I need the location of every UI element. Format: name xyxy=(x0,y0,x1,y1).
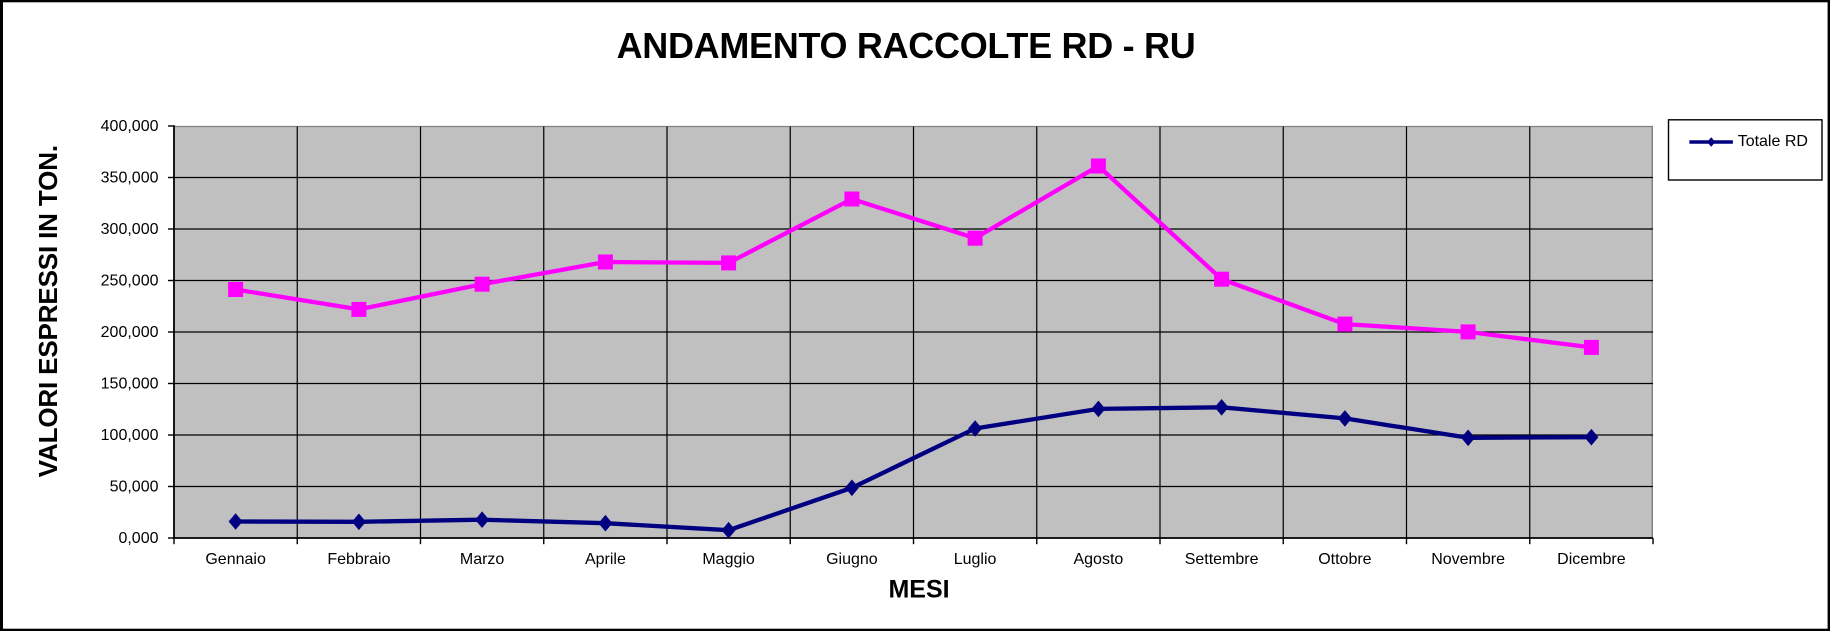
svg-text:Totale RD: Totale RD xyxy=(1738,133,1808,150)
svg-text:Luglio: Luglio xyxy=(954,551,997,568)
svg-text:300,000: 300,000 xyxy=(101,221,159,238)
svg-text:Agosto: Agosto xyxy=(1073,551,1123,568)
svg-text:Ottobre: Ottobre xyxy=(1318,551,1371,568)
svg-text:150,000: 150,000 xyxy=(101,376,159,393)
svg-text:ANDAMENTO RACCOLTE RD - RU: ANDAMENTO RACCOLTE RD - RU xyxy=(617,25,1196,66)
svg-text:Febbraio: Febbraio xyxy=(327,551,390,568)
svg-text:0,000: 0,000 xyxy=(118,530,158,547)
svg-text:Novembre: Novembre xyxy=(1431,551,1505,568)
svg-text:Giugno: Giugno xyxy=(826,551,878,568)
svg-text:400,000: 400,000 xyxy=(101,118,159,135)
svg-text:350,000: 350,000 xyxy=(101,170,159,187)
svg-text:MESI: MESI xyxy=(888,576,949,604)
svg-text:Maggio: Maggio xyxy=(702,551,755,568)
svg-text:Aprile: Aprile xyxy=(585,551,626,568)
svg-text:200,000: 200,000 xyxy=(101,324,159,341)
svg-text:100,000: 100,000 xyxy=(101,427,159,444)
svg-text:50,000: 50,000 xyxy=(110,479,159,496)
svg-text:250,000: 250,000 xyxy=(101,273,159,290)
svg-text:Gennaio: Gennaio xyxy=(205,551,266,568)
svg-text:VALORI ESPRESSI IN TON.: VALORI ESPRESSI IN TON. xyxy=(33,145,63,477)
svg-text:Settembre: Settembre xyxy=(1185,551,1259,568)
svg-text:Marzo: Marzo xyxy=(460,551,505,568)
svg-text:Dicembre: Dicembre xyxy=(1557,551,1626,568)
